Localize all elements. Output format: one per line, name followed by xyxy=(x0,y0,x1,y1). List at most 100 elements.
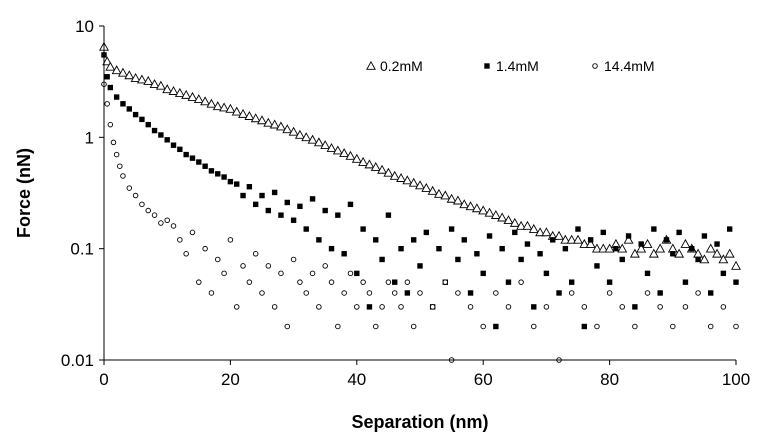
data-point xyxy=(117,163,123,169)
data-point xyxy=(271,304,278,310)
data-point xyxy=(145,207,151,214)
data-point xyxy=(104,101,110,107)
data-point xyxy=(733,279,739,285)
data-point xyxy=(370,162,381,171)
data-point xyxy=(695,256,701,263)
data-point xyxy=(478,205,489,215)
series-0.2mM xyxy=(99,41,741,270)
data-point xyxy=(328,279,335,285)
data-point xyxy=(120,101,126,107)
legend-label: 1.4mM xyxy=(496,58,539,74)
data-point xyxy=(126,185,133,191)
data-point xyxy=(417,263,423,269)
data-point xyxy=(452,195,463,205)
data-point xyxy=(427,185,438,195)
data-point xyxy=(493,290,499,296)
data-point xyxy=(290,256,297,263)
data-point xyxy=(726,226,733,232)
data-point xyxy=(467,304,474,310)
data-point xyxy=(278,212,284,218)
data-point xyxy=(594,263,600,269)
data-point xyxy=(250,113,261,123)
data-point xyxy=(297,203,303,210)
data-point xyxy=(215,256,221,263)
data-point xyxy=(389,170,400,180)
data-point xyxy=(448,226,455,232)
data-point xyxy=(598,243,609,253)
data-point xyxy=(107,121,114,128)
legend-label: 0.2mM xyxy=(380,58,423,74)
data-point xyxy=(309,270,316,277)
data-point xyxy=(708,290,714,296)
data-point xyxy=(265,207,272,214)
data-point xyxy=(632,323,638,330)
data-point xyxy=(303,226,309,232)
data-point xyxy=(528,223,539,233)
data-point xyxy=(164,137,170,143)
data-point xyxy=(155,80,166,90)
data-point xyxy=(471,203,482,213)
data-point xyxy=(503,215,514,225)
data-point xyxy=(461,237,467,243)
data-point xyxy=(604,243,615,253)
data-point xyxy=(619,256,625,263)
data-point xyxy=(271,189,278,196)
data-point xyxy=(113,94,120,100)
data-point xyxy=(568,279,575,285)
data-point xyxy=(638,241,644,247)
data-point xyxy=(718,254,729,264)
data-point xyxy=(379,256,385,263)
data-point xyxy=(568,290,575,296)
data-point xyxy=(392,279,398,285)
data-point xyxy=(575,226,581,232)
data-point xyxy=(629,248,640,258)
data-point xyxy=(252,201,259,208)
data-point xyxy=(648,248,659,258)
data-point xyxy=(600,229,606,236)
data-point xyxy=(136,74,147,84)
data-point xyxy=(429,304,436,310)
data-point xyxy=(562,245,569,252)
data-point xyxy=(162,84,173,94)
data-point xyxy=(132,192,139,199)
x-tick-label: 20 xyxy=(221,370,240,389)
data-point xyxy=(275,121,286,131)
data-point xyxy=(410,323,417,330)
data-point xyxy=(623,234,634,244)
data-point xyxy=(695,290,701,296)
data-point xyxy=(499,245,505,252)
data-point xyxy=(594,323,600,330)
data-point xyxy=(731,260,741,270)
data-point xyxy=(360,279,366,285)
data-point xyxy=(373,237,379,243)
data-point xyxy=(111,65,122,75)
y-tick-label: 0.1 xyxy=(70,240,94,259)
data-point xyxy=(433,188,444,198)
data-point xyxy=(657,290,663,296)
data-point xyxy=(124,70,135,80)
data-point xyxy=(231,106,242,116)
data-point xyxy=(196,279,202,285)
data-point xyxy=(257,115,267,125)
data-point xyxy=(341,251,347,257)
data-point xyxy=(436,245,442,252)
data-point xyxy=(531,304,537,310)
data-point xyxy=(139,116,145,123)
data-point xyxy=(354,304,360,310)
data-point xyxy=(290,217,297,223)
data-point xyxy=(151,127,158,134)
data-point xyxy=(707,323,714,330)
data-point xyxy=(208,168,215,174)
data-point xyxy=(617,243,628,253)
data-point xyxy=(341,290,347,296)
data-point xyxy=(560,234,571,244)
data-point xyxy=(493,323,499,330)
data-point xyxy=(663,237,670,243)
data-point xyxy=(339,148,350,158)
data-point xyxy=(509,217,520,227)
y-tick-label: 10 xyxy=(75,17,94,36)
data-point xyxy=(667,243,678,253)
data-point xyxy=(446,193,457,203)
data-point xyxy=(518,256,524,263)
